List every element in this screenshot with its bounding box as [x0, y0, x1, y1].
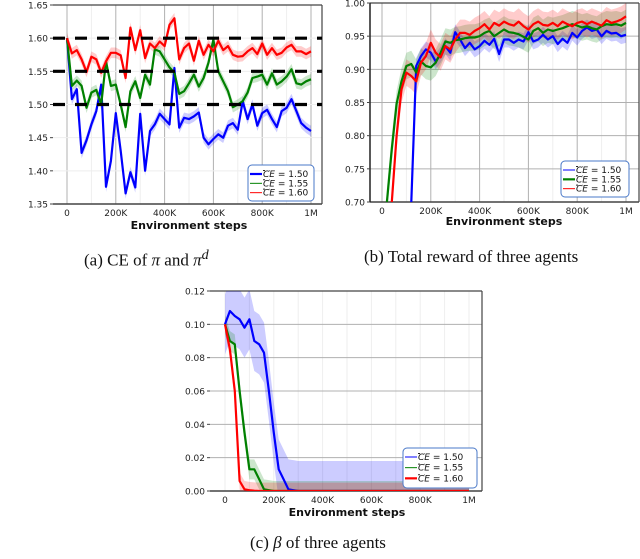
x-tick-label: 1M	[619, 207, 633, 217]
caption-c-beta: β	[273, 533, 282, 552]
caption-a: (a) CE of π and πd	[84, 247, 209, 271]
x-tick-label: 800K	[566, 207, 590, 217]
caption-a-prefix: (a) CE of	[84, 250, 152, 270]
x-tick-label: 400K	[468, 207, 492, 217]
y-tick-label: 0.10	[185, 321, 205, 331]
x-tick-label: 200K	[104, 209, 128, 219]
y-tick-label: 1.00	[345, 0, 365, 10]
y-tick-label: 0.02	[185, 454, 205, 464]
y-tick-label: 0.08	[185, 354, 205, 364]
series-line	[385, 21, 627, 202]
y-tick-label: 1.35	[28, 201, 48, 211]
x-tick-label: 600K	[202, 209, 226, 219]
y-tick-label: 1.40	[28, 167, 48, 177]
y-tick-label: 1.50	[28, 101, 48, 111]
svg-text:CE = 1.55: CE = 1.55	[263, 179, 308, 189]
x-tick-label: 0	[64, 209, 70, 219]
y-tick-label: 0.75	[345, 165, 365, 175]
y-tick-label: 0.90	[345, 66, 365, 76]
x-tick-label: 0	[222, 496, 228, 506]
x-tick-label: 400K	[311, 496, 335, 506]
y-tick-label: 0.04	[185, 421, 205, 431]
series-line	[223, 324, 469, 491]
caption-b: (b) Total reward of three agents	[364, 247, 578, 267]
series-line	[390, 15, 627, 202]
svg-text:CE = 1.60: CE = 1.60	[418, 474, 464, 484]
caption-c: (c) β of three agents	[250, 533, 386, 553]
y-tick-label: 0.06	[185, 388, 205, 398]
svg-text:CE = 1.50: CE = 1.50	[263, 170, 309, 180]
x-tick-label: 0	[379, 207, 385, 217]
y-tick-label: 1.65	[28, 2, 48, 12]
caption-a-sup: d	[201, 247, 209, 263]
x-tick-label: 1M	[304, 209, 318, 219]
caption-b-text: (b) Total reward of three agents	[364, 247, 579, 266]
y-tick-label: 0.00	[185, 488, 205, 498]
caption-a-mid: and	[160, 250, 194, 270]
x-axis-label: Environment steps	[446, 215, 563, 228]
series-line	[223, 309, 469, 491]
chart-a: 1.35 1.40 1.45 1.50 1.55 1.60 1.65 0 200K 400K 600…	[28, 2, 323, 232]
x-tick-label: 800K	[409, 496, 433, 506]
caption-c-prefix: (c)	[250, 533, 274, 552]
x-tick-label: 400K	[153, 209, 177, 219]
chart-b: 0.70 0.75 0.80 0.85 0.90 0.95 1.00 0 200K 400K 600…	[345, 0, 640, 228]
x-tick-label: 600K	[360, 496, 384, 506]
caption-c-suffix: of three agents	[281, 533, 386, 552]
chart-c: 0.00 0.02 0.04 0.06 0.08 0.10 0.12 0 200K 400K 600…	[185, 288, 483, 519]
svg-text:CE = 1.60: CE = 1.60	[263, 189, 309, 199]
x-tick-label: 200K	[262, 496, 286, 506]
caption-a-pi: π	[151, 250, 161, 270]
y-tick-label: 1.60	[28, 35, 48, 45]
y-tick-label: 0.12	[185, 288, 205, 298]
x-tick-label: 1M	[462, 496, 476, 506]
y-tick-label: 1.45	[28, 134, 48, 144]
y-tick-label: 0.95	[345, 33, 365, 43]
caption-a-pi2: π	[193, 250, 202, 270]
svg-text:CE = 1.50: CE = 1.50	[576, 166, 622, 176]
series-line	[65, 38, 312, 129]
svg-text:CE = 1.60: CE = 1.60	[576, 185, 622, 195]
series-line	[65, 17, 312, 80]
svg-text:CE = 1.55: CE = 1.55	[418, 464, 463, 474]
y-tick-label: 0.70	[345, 199, 365, 209]
x-axis-label: Environment steps	[289, 506, 406, 519]
x-tick-label: 800K	[251, 209, 275, 219]
y-tick-label: 1.55	[28, 68, 48, 78]
x-axis-label: Environment steps	[131, 219, 248, 232]
y-tick-label: 0.85	[345, 99, 365, 109]
y-tick-label: 0.80	[345, 132, 365, 142]
svg-text:CE = 1.50: CE = 1.50	[418, 453, 464, 463]
x-tick-label: 600K	[517, 207, 541, 217]
series-line	[65, 38, 312, 195]
svg-text:CE = 1.55: CE = 1.55	[576, 175, 621, 185]
x-tick-label: 200K	[419, 207, 443, 217]
